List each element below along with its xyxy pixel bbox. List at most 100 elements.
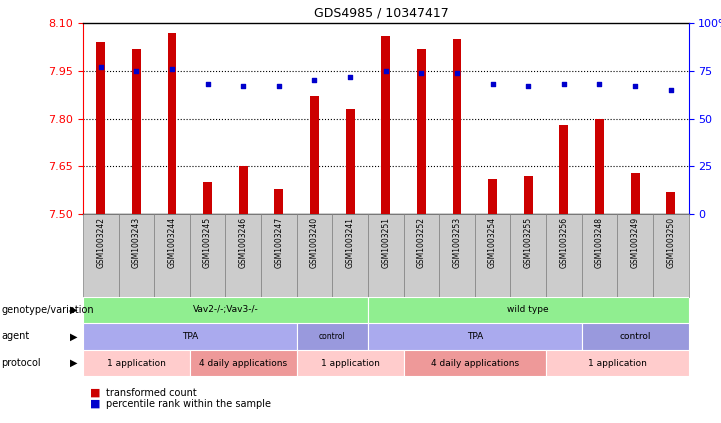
Bar <box>83 297 368 323</box>
Point <box>345 73 356 80</box>
Bar <box>239 166 248 214</box>
Point <box>131 68 142 74</box>
Text: ▶: ▶ <box>70 358 77 368</box>
Text: agent: agent <box>1 332 30 341</box>
Text: percentile rank within the sample: percentile rank within the sample <box>106 399 271 409</box>
Bar <box>167 33 177 214</box>
Point <box>95 64 107 71</box>
Text: ▶: ▶ <box>70 305 77 315</box>
Text: GSM1003252: GSM1003252 <box>417 217 426 267</box>
Text: 1 application: 1 application <box>321 359 379 368</box>
Bar <box>83 323 296 350</box>
Text: TPA: TPA <box>182 332 198 341</box>
Bar <box>118 214 154 297</box>
Point <box>593 81 605 88</box>
Text: transformed count: transformed count <box>106 387 197 398</box>
Text: Vav2-/-;Vav3-/-: Vav2-/-;Vav3-/- <box>193 305 258 314</box>
Text: GSM1003248: GSM1003248 <box>595 217 604 267</box>
Bar <box>510 214 546 297</box>
Point <box>167 66 178 72</box>
Text: ▶: ▶ <box>70 332 77 341</box>
Text: 4 daily applications: 4 daily applications <box>199 359 287 368</box>
Text: 1 application: 1 application <box>107 359 166 368</box>
Bar <box>439 214 475 297</box>
Bar <box>546 214 582 297</box>
Bar <box>546 350 689 376</box>
Text: GSM1003253: GSM1003253 <box>453 217 461 268</box>
Bar <box>417 49 426 214</box>
Bar <box>296 214 332 297</box>
Point <box>629 83 641 90</box>
Point <box>202 81 213 88</box>
Point <box>415 69 427 76</box>
Bar <box>368 297 689 323</box>
Text: TPA: TPA <box>466 332 483 341</box>
Point <box>380 68 392 74</box>
Point <box>487 81 498 88</box>
Bar <box>275 189 283 214</box>
Text: GSM1003245: GSM1003245 <box>203 217 212 268</box>
Bar <box>310 96 319 214</box>
Text: GSM1003244: GSM1003244 <box>167 217 177 268</box>
Point <box>558 81 570 88</box>
Bar <box>190 350 296 376</box>
Text: GSM1003242: GSM1003242 <box>96 217 105 267</box>
Text: GSM1003256: GSM1003256 <box>559 217 568 268</box>
Bar <box>83 214 118 297</box>
Text: 4 daily applications: 4 daily applications <box>430 359 519 368</box>
Point <box>237 83 249 90</box>
Bar <box>368 323 582 350</box>
Bar <box>132 49 141 214</box>
Text: GSM1003247: GSM1003247 <box>275 217 283 268</box>
Text: GDS4985 / 10347417: GDS4985 / 10347417 <box>314 6 448 19</box>
Bar <box>595 119 604 214</box>
Text: GSM1003243: GSM1003243 <box>132 217 141 268</box>
Point <box>273 83 285 90</box>
Text: GSM1003250: GSM1003250 <box>666 217 676 268</box>
Bar <box>154 214 190 297</box>
Point <box>665 87 676 93</box>
Text: GSM1003249: GSM1003249 <box>631 217 640 268</box>
Bar <box>381 36 390 214</box>
Bar <box>582 323 689 350</box>
Text: control: control <box>319 332 345 341</box>
Bar <box>582 214 617 297</box>
Bar <box>488 179 497 214</box>
Bar <box>666 192 675 214</box>
Text: GSM1003255: GSM1003255 <box>523 217 533 268</box>
Bar <box>190 214 226 297</box>
Point <box>309 77 320 84</box>
Bar <box>617 214 653 297</box>
Bar <box>83 350 190 376</box>
Bar <box>345 109 355 214</box>
Text: GSM1003241: GSM1003241 <box>345 217 355 267</box>
Text: GSM1003246: GSM1003246 <box>239 217 248 268</box>
Bar <box>261 214 296 297</box>
Bar <box>453 39 461 214</box>
Bar <box>97 42 105 214</box>
Text: protocol: protocol <box>1 358 41 368</box>
Text: control: control <box>619 332 651 341</box>
Bar <box>523 176 533 214</box>
Bar <box>653 214 689 297</box>
Text: 1 application: 1 application <box>588 359 647 368</box>
Text: GSM1003240: GSM1003240 <box>310 217 319 268</box>
Bar <box>332 214 368 297</box>
Bar <box>226 214 261 297</box>
Bar <box>296 323 368 350</box>
Bar <box>559 125 568 214</box>
Bar <box>368 214 404 297</box>
Text: GSM1003254: GSM1003254 <box>488 217 497 268</box>
Bar <box>404 350 546 376</box>
Point <box>451 69 463 76</box>
Bar <box>631 173 640 214</box>
Text: GSM1003251: GSM1003251 <box>381 217 390 267</box>
Bar <box>404 214 439 297</box>
Bar <box>203 182 212 214</box>
Text: genotype/variation: genotype/variation <box>1 305 94 315</box>
Text: wild type: wild type <box>508 305 549 314</box>
Text: ■: ■ <box>90 387 101 398</box>
Bar <box>475 214 510 297</box>
Bar <box>296 350 404 376</box>
Text: ■: ■ <box>90 399 101 409</box>
